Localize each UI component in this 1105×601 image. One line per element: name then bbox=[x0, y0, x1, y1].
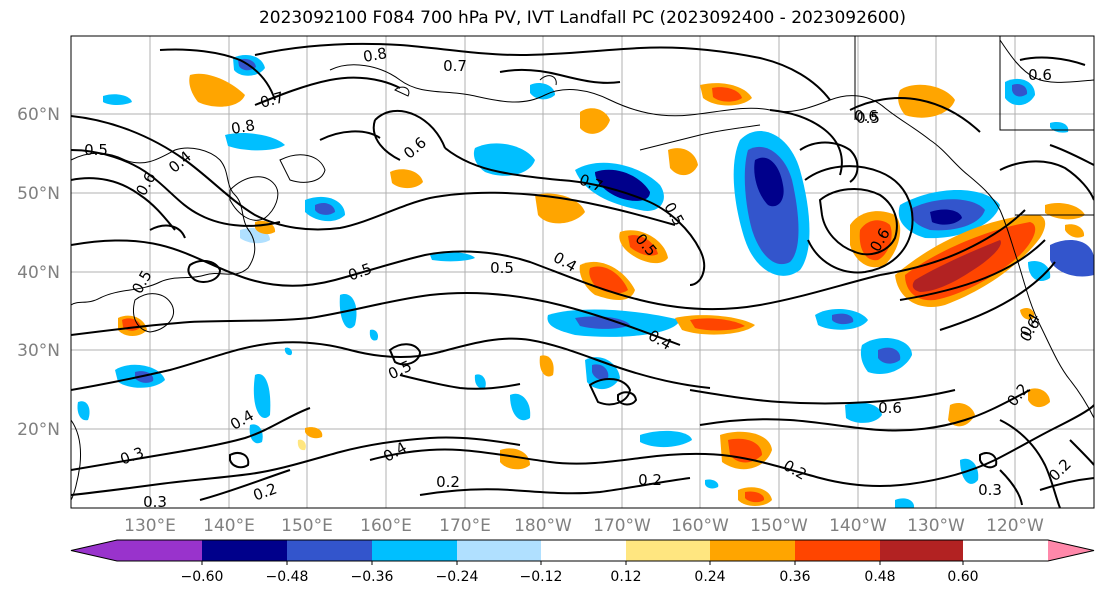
longitude-label: 140°W bbox=[829, 516, 887, 536]
latitude-label: 50°N bbox=[17, 184, 60, 204]
longitude-labels: 130°E 140°E 150°E 160°E 170°E 180°W 170°W 160°W… bbox=[124, 516, 1044, 536]
contour-label: 0.6 bbox=[1028, 66, 1052, 84]
latitude-label: 30°N bbox=[17, 341, 60, 361]
contour-label: 0.6 bbox=[854, 107, 878, 125]
colorbar-segment bbox=[795, 540, 880, 561]
colorbar-segment bbox=[1048, 540, 1094, 561]
longitude-label: 170°W bbox=[593, 516, 651, 536]
longitude-label: 160°E bbox=[360, 516, 412, 536]
colorbar-segment bbox=[71, 540, 117, 561]
contour-label: 0.8 bbox=[362, 44, 389, 66]
colorbar-tick-label: 0.60 bbox=[947, 569, 978, 585]
longitude-label: 130°E bbox=[124, 516, 176, 536]
contour-label: 0.3 bbox=[143, 493, 167, 511]
colorbar-segment bbox=[287, 540, 372, 561]
colorbar-segment bbox=[117, 540, 202, 561]
colorbar-segment bbox=[541, 540, 626, 561]
colorbar-segment bbox=[880, 540, 963, 561]
colorbar-tick-label: −0.48 bbox=[266, 569, 309, 585]
contour-label: 0.8 bbox=[230, 116, 257, 138]
contour-label: 0.2 bbox=[638, 471, 662, 489]
contour-label: 0.5 bbox=[856, 109, 880, 127]
pv-contours bbox=[71, 42, 1094, 508]
colorbar-tick-label: −0.60 bbox=[181, 569, 224, 585]
contour-label: 0.3 bbox=[978, 481, 1002, 499]
colorbar-tick-label: −0.24 bbox=[436, 569, 479, 585]
colorbar-tick-label: 0.12 bbox=[610, 569, 641, 585]
colorbar-tick-label: 0.36 bbox=[779, 569, 810, 585]
coastlines bbox=[71, 36, 1094, 501]
latitude-label: 60°N bbox=[17, 105, 60, 125]
contour-label: 0.6 bbox=[878, 399, 902, 417]
longitude-label: 180°W bbox=[514, 516, 572, 536]
colorbar-segment bbox=[372, 540, 457, 561]
contour-label: 0.5 bbox=[84, 141, 108, 159]
colorbar-tick-label: 0.48 bbox=[864, 569, 895, 585]
colorbar-segment bbox=[626, 540, 710, 561]
latitude-label: 40°N bbox=[17, 263, 60, 283]
longitude-label: 140°E bbox=[203, 516, 255, 536]
colorbar-outline bbox=[70, 539, 1095, 562]
map-frame bbox=[70, 35, 1095, 509]
longitude-label: 120°W bbox=[986, 516, 1044, 536]
colorbar-segment bbox=[457, 540, 541, 561]
longitude-label: 170°E bbox=[439, 516, 491, 536]
latitude-labels: 60°N 50°N 40°N 30°N 20°N bbox=[17, 105, 60, 440]
colorbar: −0.60 −0.48 −0.36 −0.24 −0.12 0.12 0.24 0.36 0.4… bbox=[70, 539, 1095, 585]
contour-label: 0.7 bbox=[443, 57, 467, 75]
colorbar-tick-label: −0.12 bbox=[520, 569, 563, 585]
colorbar-tick-label: 0.24 bbox=[694, 569, 725, 585]
colorbar-segment bbox=[202, 540, 287, 561]
colorbar-segment bbox=[710, 540, 795, 561]
longitude-label: 150°W bbox=[750, 516, 808, 536]
longitude-label: 130°W bbox=[907, 516, 965, 536]
map-title: 2023092100 F084 700 hPa PV, IVT Landfall… bbox=[258, 8, 906, 28]
shading-negative bbox=[77, 55, 1094, 508]
contour-label: 0.7 bbox=[258, 88, 286, 112]
longitude-label: 150°E bbox=[281, 516, 333, 536]
contour-label: 0.2 bbox=[436, 473, 460, 491]
latitude-label: 20°N bbox=[17, 420, 60, 440]
contour-label: 0.5 bbox=[490, 259, 514, 277]
longitude-label: 160°W bbox=[671, 516, 729, 536]
colorbar-tick-label: −0.36 bbox=[351, 569, 394, 585]
shading-positive bbox=[118, 73, 1085, 506]
